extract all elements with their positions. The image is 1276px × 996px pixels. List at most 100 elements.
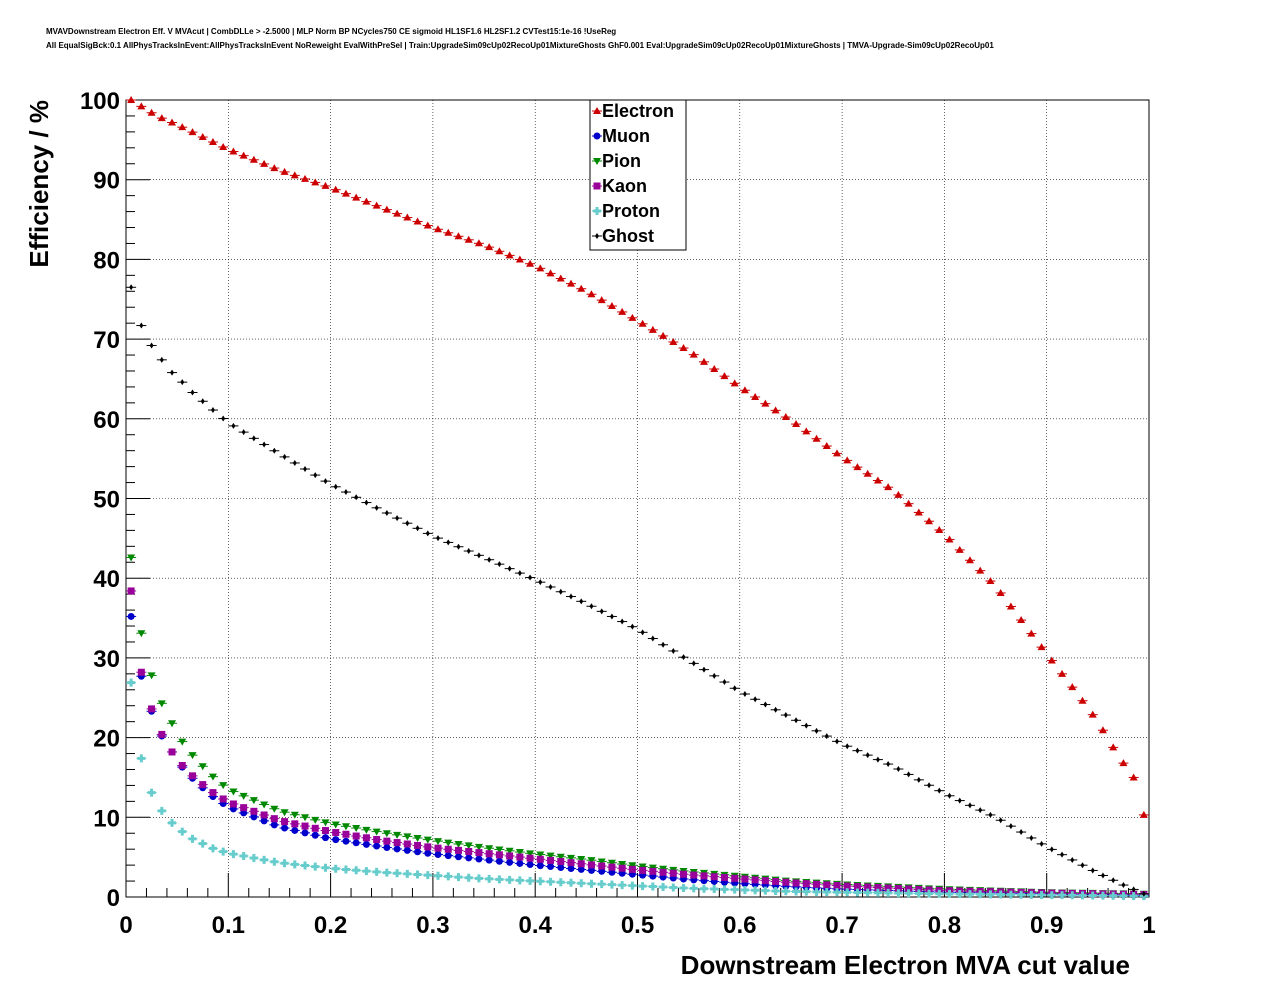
data-point: [875, 756, 880, 763]
data-points: [126, 96, 1149, 901]
data-point: [495, 851, 503, 859]
data-point: [240, 809, 248, 817]
data-point: [249, 155, 258, 163]
data-point: [249, 853, 258, 862]
data-point: [1006, 602, 1015, 610]
data-point: [567, 878, 576, 887]
data-point: [516, 853, 524, 861]
data-point: [323, 478, 328, 485]
data-point: [955, 545, 964, 553]
data-point: [364, 499, 369, 506]
data-point: [219, 847, 228, 856]
data-point: [906, 771, 911, 778]
data-point: [781, 413, 790, 421]
data-point: [147, 108, 156, 116]
data-point: [464, 235, 473, 243]
data-point: [129, 284, 134, 291]
series-proton: [126, 678, 1149, 901]
data-point: [331, 864, 340, 873]
data-point: [873, 888, 882, 897]
data-point: [362, 840, 370, 848]
data-point: [1017, 616, 1026, 624]
data-point: [659, 883, 668, 892]
data-point: [630, 623, 635, 630]
data-point: [1119, 759, 1128, 767]
data-point: [577, 855, 586, 863]
y-tick-label: 10: [93, 805, 120, 832]
data-point: [158, 730, 166, 738]
data-point: [403, 846, 411, 854]
data-point: [403, 840, 411, 848]
data-point: [526, 850, 535, 858]
data-point: [843, 888, 852, 897]
data-point: [751, 886, 760, 895]
data-point: [855, 747, 860, 754]
data-point: [556, 878, 565, 887]
data-point: [495, 857, 503, 865]
data-point: [771, 886, 780, 895]
data-point: [414, 841, 422, 849]
data-point: [178, 738, 187, 746]
data-point: [200, 398, 205, 405]
data-point: [139, 322, 144, 329]
data-point: [424, 843, 432, 851]
data-point: [1037, 890, 1046, 899]
data-point: [965, 556, 974, 564]
data-point: [742, 691, 747, 698]
data-point: [1027, 890, 1036, 899]
data-point: [1019, 829, 1024, 836]
data-point: [834, 738, 839, 745]
data-point: [1047, 656, 1056, 664]
y-tick-label: 100: [80, 88, 120, 115]
data-point: [270, 821, 278, 829]
data-point: [823, 881, 831, 889]
data-point: [1139, 810, 1148, 818]
data-point: [781, 887, 790, 896]
data-point: [884, 483, 893, 491]
x-tick-label: 0: [119, 912, 132, 939]
data-point: [988, 811, 993, 818]
data-point: [628, 862, 637, 870]
data-point: [916, 776, 921, 783]
data-point: [792, 887, 801, 896]
data-point: [710, 364, 719, 372]
data-point: [474, 874, 483, 883]
data-point: [812, 887, 821, 896]
data-point: [456, 543, 461, 550]
legend-marker-proton: [593, 207, 601, 215]
data-point: [720, 372, 729, 380]
data-point: [262, 441, 267, 448]
data-point: [567, 279, 576, 287]
data-point: [127, 587, 135, 595]
data-point: [710, 873, 718, 881]
chart-title-line-2: All EqualSigBck:0.1 AllPhysTracksInEvent…: [46, 41, 994, 50]
data-point: [1060, 851, 1065, 858]
data-point: [761, 886, 770, 895]
data-point: [1100, 872, 1105, 879]
data-point: [221, 415, 226, 422]
data-point: [650, 635, 655, 642]
data-point: [620, 618, 625, 625]
data-point: [425, 530, 430, 537]
data-point: [313, 472, 318, 479]
data-point: [239, 151, 248, 159]
data-point: [423, 836, 432, 844]
data-point: [403, 213, 412, 221]
data-point: [546, 269, 555, 277]
data-point: [996, 890, 1005, 899]
data-point: [342, 830, 350, 838]
data-point: [301, 861, 310, 870]
data-point: [526, 876, 535, 885]
data-point: [311, 862, 320, 871]
data-point: [219, 782, 228, 790]
x-tick-label: 0.6: [723, 912, 756, 939]
data-point: [751, 392, 760, 400]
data-point: [792, 420, 801, 428]
y-tick-label: 60: [93, 407, 120, 434]
data-point: [434, 838, 443, 846]
data-point: [487, 556, 492, 563]
data-point: [382, 830, 391, 838]
data-point: [853, 888, 862, 897]
data-point: [618, 307, 627, 315]
data-point: [905, 885, 913, 893]
